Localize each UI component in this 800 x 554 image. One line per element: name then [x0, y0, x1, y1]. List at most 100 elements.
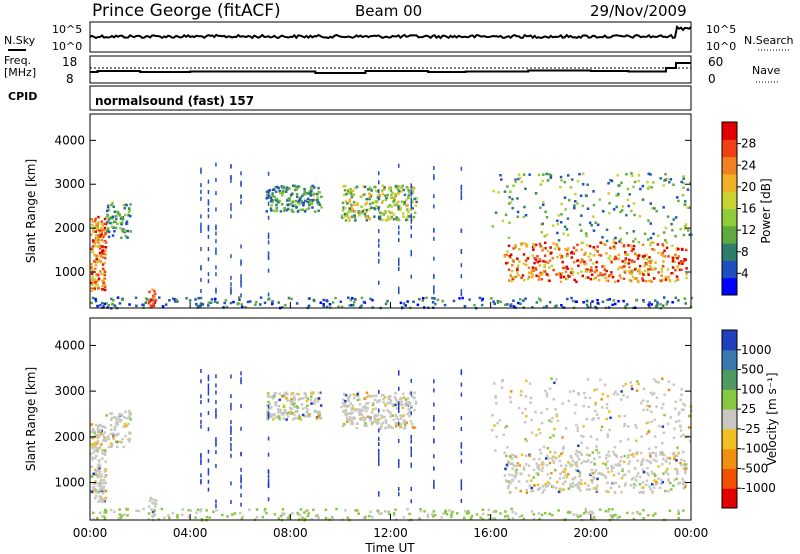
velocity-cell: [514, 486, 518, 490]
power-cell: [99, 255, 103, 258]
power-cell: [316, 196, 319, 199]
power-cell: [411, 187, 415, 190]
power-cell: [91, 250, 95, 254]
velocity-cell: [115, 422, 118, 425]
power-cell: [676, 266, 680, 269]
velocity-cell: [614, 390, 617, 394]
velocity-cell: [685, 463, 688, 466]
date-title: 29/Nov/2009: [590, 2, 687, 20]
velocity-cell: [99, 498, 102, 501]
velocity-cell: [354, 409, 357, 412]
velocity-cell: [641, 399, 645, 402]
velocity-cell: [342, 422, 346, 426]
velocity-cell: [387, 396, 390, 400]
power-cell: [576, 243, 579, 247]
velocity-cell: [562, 447, 565, 450]
power-cell: [229, 301, 233, 305]
velocity-cell: [356, 392, 359, 396]
velocity-cell: [128, 440, 131, 443]
power-cell: [267, 201, 270, 206]
velocity-cell: [359, 408, 362, 412]
power-cell: [560, 202, 563, 206]
velocity-cell: [266, 395, 270, 398]
velocity-cell: [270, 406, 273, 409]
power-cell: [622, 299, 625, 303]
velocity-cell: [631, 511, 635, 515]
power-cell: [207, 301, 211, 304]
power-cell: [572, 261, 576, 264]
velocity-cell: [606, 433, 609, 436]
power-cell: [103, 283, 107, 287]
velocity-cell: [103, 470, 107, 473]
power-cell: [121, 218, 125, 221]
velocity-cell: [378, 408, 380, 413]
power-cell: [240, 274, 242, 279]
velocity-cell: [586, 378, 590, 381]
velocity-cell: [504, 467, 507, 471]
velocity-cell: [627, 453, 630, 457]
power-cell: [582, 172, 585, 176]
velocity-cell: [92, 472, 95, 475]
velocity-cell: [576, 487, 580, 490]
power-cell: [581, 274, 584, 278]
velocity-cell: [96, 433, 100, 437]
power-cell: [348, 304, 352, 307]
power-cell: [93, 219, 97, 223]
cpid-row-frame: [89, 85, 692, 111]
power-cell: [397, 217, 400, 220]
power-cell: [306, 200, 309, 204]
power-cell: [641, 279, 645, 282]
velocity-cell: [389, 415, 392, 418]
velocity-cell: [510, 479, 514, 482]
velocity-cell: [396, 402, 399, 406]
velocity-cell: [658, 424, 661, 428]
velocity-cell: [298, 415, 301, 418]
power-cell: [505, 253, 509, 257]
velocity-cell: [661, 463, 664, 466]
velocity-cell: [583, 392, 586, 395]
velocity-cell: [524, 454, 528, 457]
power-cell: [674, 235, 677, 238]
velocity-cell: [413, 408, 416, 412]
velocity-cell: [623, 473, 627, 476]
power-cell: [670, 222, 673, 226]
power-cell: [408, 191, 411, 194]
power-cell: [240, 182, 242, 187]
velocity-cell: [282, 513, 285, 516]
velocity-cell: [410, 394, 413, 398]
velocity-cell: [624, 382, 627, 386]
velocity-cell: [652, 514, 655, 517]
noise-tick-right-top: 10^5: [706, 23, 736, 36]
velocity-cell: [667, 479, 670, 483]
velocity-cell: [561, 402, 564, 405]
power-cell: [656, 301, 659, 304]
power-cell: [100, 222, 103, 226]
velocity-cell: [652, 486, 656, 489]
power-cell: [674, 253, 677, 257]
power-cell: [685, 248, 688, 252]
power-cell: [556, 231, 559, 235]
power-cell: [566, 277, 569, 280]
power-cell: [344, 219, 348, 222]
power-cell: [595, 265, 598, 269]
velocity-cell: [200, 473, 202, 478]
power-cell: [541, 222, 544, 225]
velocity-cell: [396, 400, 399, 403]
power-cell: [615, 194, 618, 197]
velocity-cell: [358, 413, 361, 417]
velocity-cell: [682, 509, 685, 512]
power-cell: [99, 270, 102, 273]
velocity-cell: [606, 395, 610, 398]
power-cell: [98, 231, 102, 234]
power-cell: [552, 224, 555, 227]
power-cell: [410, 201, 412, 206]
velocity-cell: [613, 452, 616, 456]
power-cell: [259, 296, 263, 299]
velocity-cell: [618, 415, 621, 418]
power-cell: [356, 203, 359, 207]
power-cell: [543, 254, 547, 257]
power-cell: [460, 190, 463, 195]
velocity-cell: [382, 398, 385, 401]
power-cell: [526, 257, 530, 260]
velocity-cell: [511, 510, 514, 514]
